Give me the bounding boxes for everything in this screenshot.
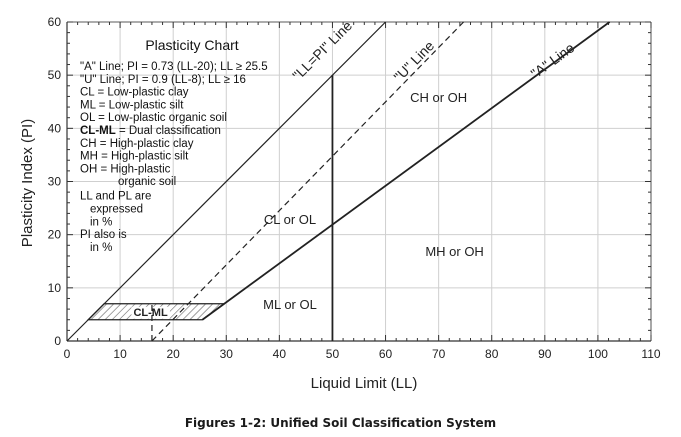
u-line-label: "U" Line [390, 37, 437, 84]
y-axis-title: Plasticity Index (PI) [19, 119, 36, 247]
legend-line-9: OH = High-plastic [80, 163, 171, 175]
region-label-ch-or-oh: CH or OH [410, 90, 467, 105]
y-tick-label-30: 30 [48, 175, 62, 189]
legend-line-1: "A" Line; PI = 0.73 (LL-20); LL ≥ 25.5 [80, 61, 268, 73]
legend-line-7: CH = High-plastic clay [80, 138, 194, 150]
legend-line-2: "U" Line; PI = 0.9 (LL-8); LL ≥ 16 [80, 74, 246, 86]
cl-ml-label-background [131, 306, 170, 319]
chart-title: Plasticity Chart [145, 37, 238, 53]
legend-line-3: CL = Low-plastic clay [80, 87, 189, 99]
figure-caption: Figures 1-2: Unified Soil Classification… [184, 416, 497, 430]
x-tick-label-0: 0 [64, 347, 71, 361]
axes: 0 10 20 30 40 50 60 70 80 90 100 110 0 10 20 30 40 50 60 [48, 15, 661, 361]
x-tick-label-20: 20 [167, 347, 181, 361]
x-tick-label-30: 30 [220, 347, 234, 361]
legend-line-11: LL and PL are [80, 191, 151, 203]
y-tick-label-40: 40 [48, 121, 62, 135]
y-tick-label-60: 60 [48, 15, 62, 29]
x-tick-label-90: 90 [538, 347, 552, 361]
series [66, 21, 611, 342]
plasticity-chart: 0 10 20 30 40 50 60 70 80 90 100 110 0 10 20 30 40 50 60 C… [19, 15, 661, 392]
x-axis-title: Liquid Limit (LL) [311, 375, 418, 392]
x-tick-label-110: 110 [641, 347, 660, 361]
x-tick-label-40: 40 [273, 347, 287, 361]
region-label-cl-or-ol: CL or OL [264, 212, 316, 227]
x-tick-label-50: 50 [326, 347, 340, 361]
y-tick-label-10: 10 [48, 281, 62, 295]
y-tick-label-0: 0 [54, 334, 61, 348]
region-label-ml-or-ol: ML or OL [263, 297, 317, 312]
legend-line-14: PI also is [80, 229, 127, 241]
legend-line-12: expressed [90, 204, 143, 216]
legend: "A" Line; PI = 0.73 (LL-20); LL ≥ 25.5"U… [80, 61, 268, 254]
u-line [151, 21, 465, 342]
legend-line-5: OL = Low-plastic organic soil [80, 112, 227, 124]
legend-line-15: in % [90, 242, 112, 254]
cl-ml-label: CL-ML [133, 307, 167, 319]
x-tick-label-100: 100 [588, 347, 608, 361]
ll-pi-line-label: "LL=PI" Line [289, 17, 355, 83]
cl-ml-zone: CL-ML [86, 303, 227, 321]
legend-line-6: CL-ML = Dual classification [80, 125, 221, 137]
legend-line-13: in % [90, 216, 112, 228]
a-line [201, 21, 611, 321]
legend-line-4: ML = Low-plastic silt [80, 99, 184, 111]
x-tick-label-10: 10 [113, 347, 127, 361]
y-tick-label-20: 20 [48, 228, 62, 242]
legend-line-10: organic soil [118, 176, 176, 188]
x-tick-label-60: 60 [379, 347, 393, 361]
x-tick-label-80: 80 [485, 347, 499, 361]
legend-line-8: MH = High-plastic silt [80, 151, 189, 163]
region-label-mh-or-oh: MH or OH [425, 244, 484, 259]
labels: CH or OH CL or OL MH or OH ML or OL "LL=PI" … [263, 17, 577, 312]
x-tick-label-70: 70 [432, 347, 446, 361]
y-tick-label-50: 50 [48, 68, 62, 82]
